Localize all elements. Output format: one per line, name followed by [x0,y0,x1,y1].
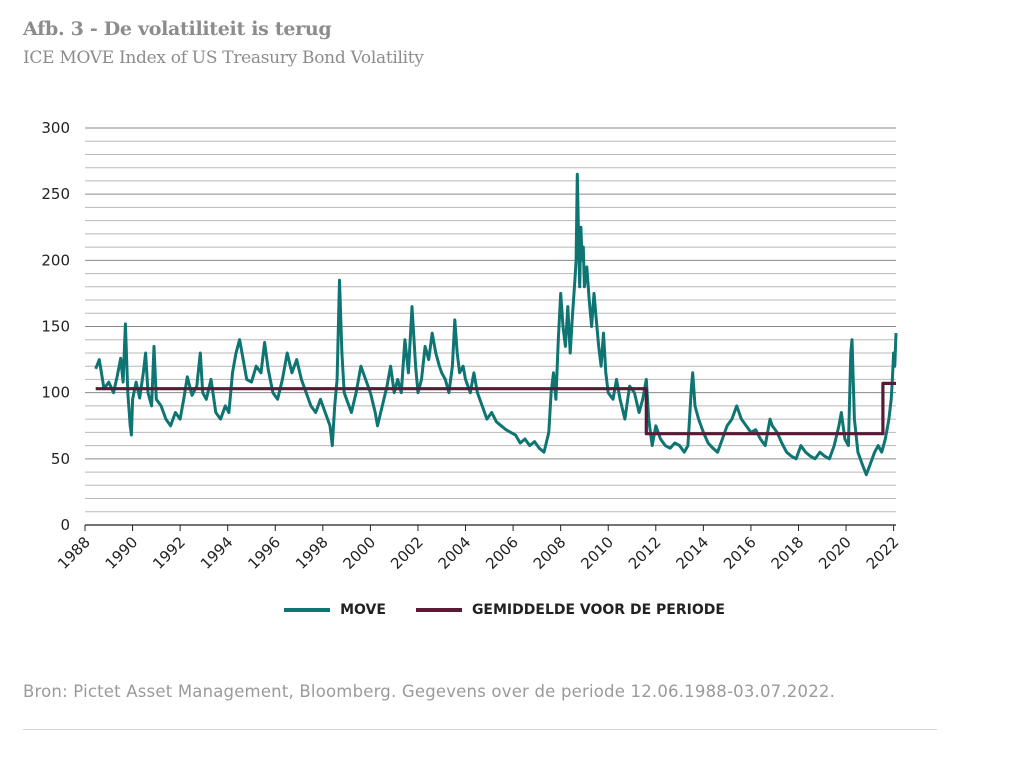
x-tick-label: 2014 [672,533,712,573]
y-tick-label: 250 [41,185,70,203]
legend-swatch-average [415,608,462,612]
x-tick-label: 1996 [244,533,284,573]
legend-item-move: MOVE [284,602,386,618]
x-tick-label: 1988 [54,533,94,573]
x-tick-label: 1990 [102,533,142,573]
y-tick-label: 50 [51,450,70,468]
footer-divider [23,729,937,730]
x-tick-label: 2020 [815,533,855,573]
x-tick-label: 2004 [435,533,475,573]
x-tick-label: 2016 [720,533,760,573]
y-axis: 0 50 100 150 200 250 300 [41,119,70,534]
y-tick-label: 0 [60,516,70,534]
x-tick-label: 2010 [577,533,617,573]
x-tick-label: 1998 [292,533,332,573]
legend: MOVE GEMIDDELDE VOOR DE PERIODE [0,602,1009,618]
x-tick-label: 2022 [863,533,903,573]
y-tick-label: 150 [41,318,70,336]
legend-label-move: MOVE [340,602,386,618]
legend-swatch-move [284,608,331,612]
chart-title: Afb. 3 - De volatiliteit is terug [23,18,332,40]
legend-label-average: GEMIDDELDE VOOR DE PERIODE [471,602,725,618]
y-tick-label: 100 [41,384,70,402]
x-tick-label: 2012 [625,533,665,573]
x-axis: 1988 1990 1992 1994 1996 1998 2000 2002 2004 2006… [54,524,903,573]
chart-subtitle: ICE MOVE Index of US Treasury Bond Volat… [23,48,424,68]
x-tick-label: 1992 [149,533,189,573]
x-tick-label: 2018 [768,533,808,573]
series-line-average [95,381,896,436]
y-tick-label: 300 [41,119,70,137]
chart-canvas: 0 50 100 150 200 250 300 1988 1990 1992 1994 1996 1… [41,119,903,573]
y-tick-label: 200 [41,251,70,269]
x-tick-label: 2000 [339,533,379,573]
x-tick-label: 2002 [387,533,427,573]
x-tick-label: 2008 [530,533,570,573]
series-layer [94,172,898,477]
x-tick-label: 1994 [197,533,237,573]
series-line-move [94,172,898,477]
x-tick-label: 2006 [482,533,522,573]
source-note: Bron: Pictet Asset Management, Bloomberg… [23,682,836,701]
grid-lines [85,127,896,513]
legend-item-average: GEMIDDELDE VOOR DE PERIODE [415,602,725,618]
